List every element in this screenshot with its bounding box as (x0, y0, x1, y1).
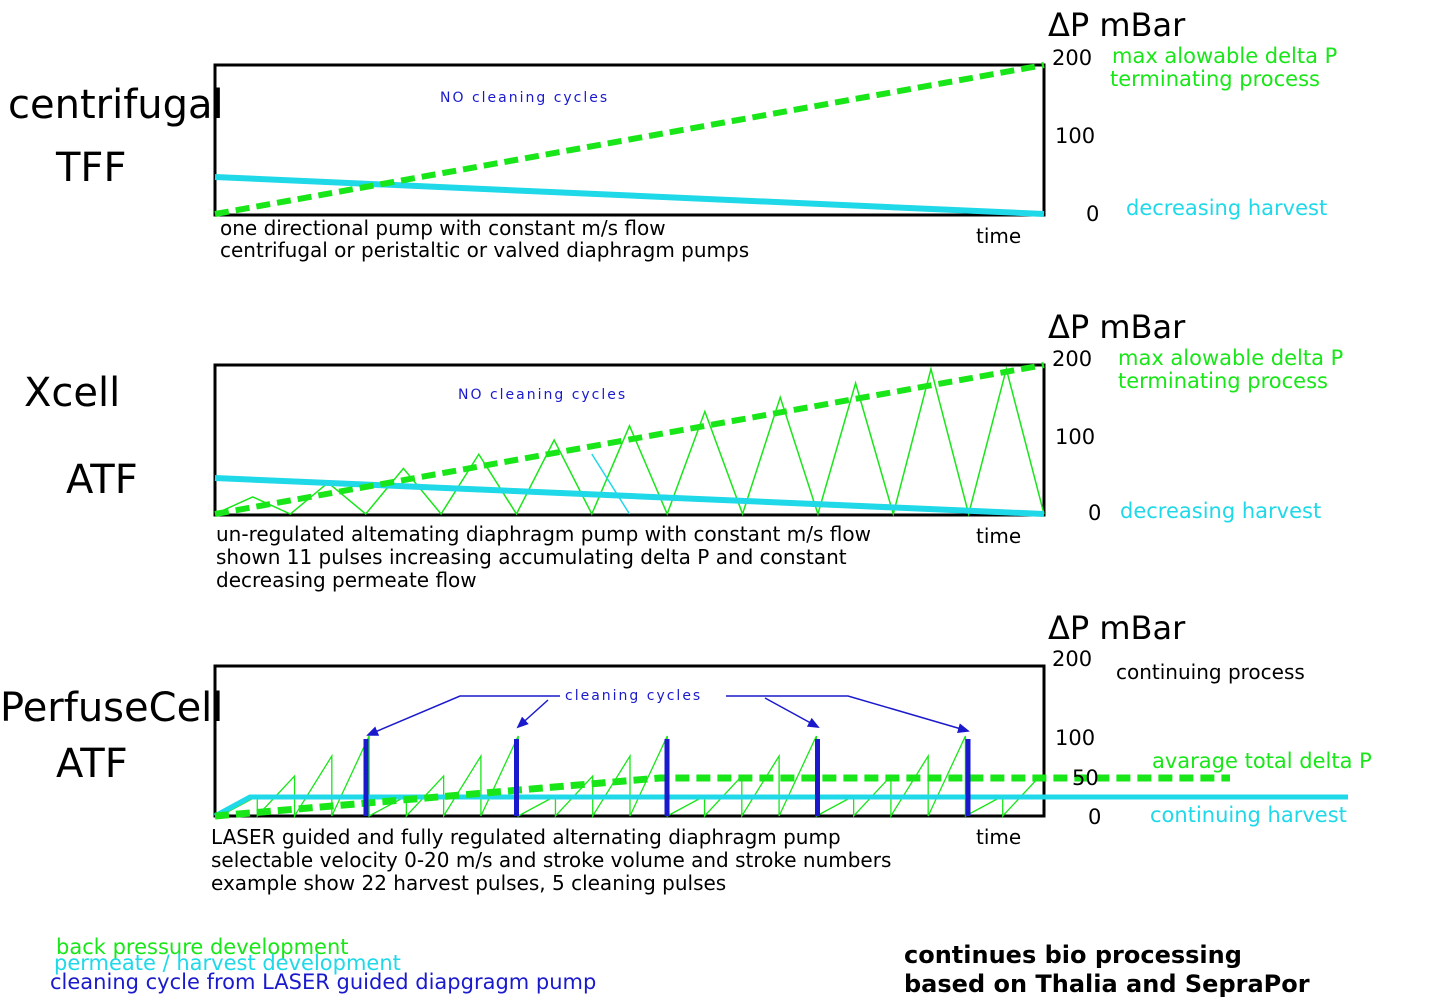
panel-label-line1: PerfuseCell (0, 685, 223, 731)
caption-line1: un-regulated altemating diaphragm pump w… (216, 522, 871, 546)
panel-xcell: Xcell ATF NO cleaning cycles ΔP mBar 200… (24, 308, 1343, 592)
harvest-sawtooth-line (219, 735, 1041, 819)
tick-200: 200 (1052, 347, 1092, 371)
right-top-line1: max alowable delta P (1118, 346, 1343, 370)
right-bottom: decreasing harvest (1126, 196, 1327, 220)
harvest-line (214, 174, 1045, 217)
panel-label-line2: ATF (66, 457, 138, 503)
caption-line1: one directional pump with constant m/s f… (220, 216, 666, 240)
caption-line2: shown 11 pulses increasing accumulating … (216, 545, 847, 569)
cleaning-note: NO cleaning cycles (458, 387, 627, 403)
caption-line3: decreasing permeate flow (216, 568, 477, 592)
pulse-zigzag (214, 366, 1045, 517)
axis-title: ΔP mBar (1048, 6, 1186, 44)
cleaning-note: NO cleaning cycles (440, 90, 609, 106)
tick-200: 200 (1052, 647, 1092, 671)
panel-perfusecell: PerfuseCell ATF cleaning cycles ΔP mBar … (0, 609, 1372, 895)
plot-frame (213, 63, 1046, 217)
panel-label-line1: centrifugal (8, 82, 224, 128)
pressure-line (214, 362, 1045, 517)
caption-line1: LASER guided and fully regulated alterna… (211, 825, 841, 849)
cleaning-note: cleaning cycles (565, 688, 702, 704)
pressure-line (214, 774, 1230, 820)
tick-100: 100 (1055, 124, 1095, 148)
plot-frame (213, 363, 1046, 517)
right-top-line2: terminating process (1118, 369, 1328, 393)
axis-title: ΔP mBar (1048, 308, 1186, 346)
panel-tff: centrifugal TFF NO cleaning cycles ΔP mB… (8, 6, 1337, 262)
time-label: time (976, 224, 1021, 248)
right-top-line1: continuing process (1116, 660, 1305, 684)
harvest-line (214, 475, 1045, 517)
caption-line2: centrifugal or peristaltic or valved dia… (220, 238, 749, 262)
arrow-to-cleaning-4 (764, 697, 820, 728)
pulse-highlight (591, 453, 631, 515)
right-top-line1: max alowable delta P (1112, 44, 1337, 68)
panel-label-line1: Xcell (24, 370, 120, 416)
footer-line1: continues bio processing (904, 941, 1242, 969)
tick-0: 0 (1086, 202, 1099, 226)
legend: back pressure development permeate / har… (50, 935, 596, 994)
tick-200: 200 (1052, 46, 1092, 70)
tick-100: 100 (1055, 726, 1095, 750)
caption-line3: example show 22 harvest pulses, 5 cleani… (211, 871, 726, 895)
legend-cleaning: cleaning cycle from LASER guided diapgra… (50, 970, 596, 994)
tick-0: 0 (1088, 805, 1101, 829)
panel-label-line2: ATF (56, 741, 128, 787)
arrow-to-cleaning-1 (366, 695, 560, 736)
tick-0: 0 (1088, 501, 1101, 525)
legend-harvest: permeate / harvest development (54, 951, 401, 975)
right-mid: avarage total delta P (1152, 749, 1372, 773)
panel-label-line2: TFF (55, 145, 126, 191)
tick-100: 100 (1055, 425, 1095, 449)
harvest-line (213, 794, 1348, 819)
right-bottom: decreasing harvest (1120, 499, 1321, 523)
pulse-zigzag-line (214, 366, 1045, 517)
legend-pressure: back pressure development (56, 935, 349, 959)
tick-50: 50 (1072, 766, 1099, 790)
time-label: time (976, 825, 1021, 849)
arrow-to-cleaning-2 (516, 699, 549, 729)
caption-line2: selectable velocity 0-20 m/s and stroke … (211, 848, 891, 872)
footer-line2: based on Thalia and SepraPor (904, 970, 1310, 998)
axis-title: ΔP mBar (1048, 609, 1186, 647)
pressure-line (214, 62, 1045, 217)
right-top-line2: terminating process (1110, 67, 1320, 91)
cleaning-pulses (363, 739, 971, 816)
right-bottom: continuing harvest (1150, 803, 1347, 827)
arrow-to-cleaning-5 (726, 695, 970, 733)
time-label: time (976, 524, 1021, 548)
harvest-pulse-sawtooth (219, 735, 1041, 819)
footer: continues bio processing based on Thalia… (904, 941, 1310, 998)
